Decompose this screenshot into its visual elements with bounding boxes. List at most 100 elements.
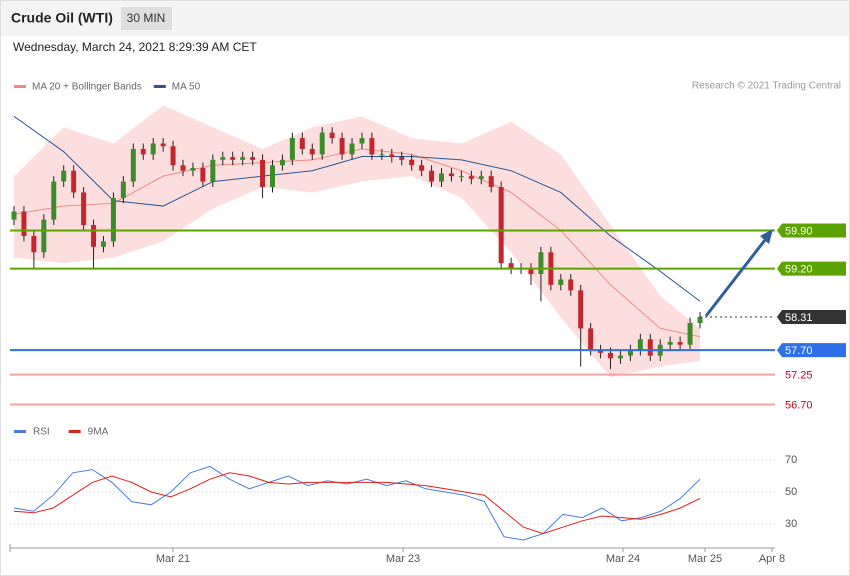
- candle-body: [617, 355, 623, 359]
- arrow: [704, 239, 767, 317]
- candle-body: [71, 170, 77, 193]
- candle-body: [180, 165, 186, 171]
- legend-label: MA 20 + Bollinger Bands: [32, 82, 142, 93]
- candle-body: [269, 165, 275, 188]
- candle-body: [647, 339, 653, 356]
- level-label: 57.70: [785, 345, 813, 357]
- candle-body: [478, 176, 484, 179]
- candle-body: [379, 154, 385, 156]
- candle-body: [458, 176, 464, 178]
- indicator-line: [13, 472, 701, 535]
- candle-body: [637, 339, 643, 351]
- candle-body: [429, 170, 435, 182]
- candle-body: [250, 157, 256, 160]
- level-label: 58.31: [785, 312, 813, 324]
- x-tick-label: Mar 23: [386, 553, 420, 565]
- candle-body: [568, 279, 574, 291]
- candle-body: [538, 252, 544, 275]
- timestamp: Wednesday, March 24, 2021 8:29:39 AM CET: [13, 40, 257, 54]
- y-tick-label: 30: [785, 518, 797, 530]
- legend-swatch: [14, 85, 26, 88]
- legend-label: RSI: [33, 427, 50, 438]
- candle-body: [309, 148, 315, 155]
- candle-body: [289, 138, 295, 160]
- plot: MA 20 + Bollinger Bands MA 50 59.90 59.20 58…: [9, 82, 846, 565]
- legend-label: MA 50: [172, 82, 201, 93]
- legend-swatch: [68, 430, 81, 433]
- candle-body: [120, 181, 126, 198]
- candle-body: [558, 279, 564, 285]
- legend-label: 9MA: [88, 427, 109, 438]
- candle-body: [31, 235, 37, 253]
- candle-body: [409, 159, 415, 166]
- indicator-line: [13, 465, 701, 541]
- candle-body: [498, 187, 504, 264]
- candle-body: [130, 148, 136, 182]
- candle-body: [528, 268, 534, 275]
- candle-body: [399, 157, 405, 160]
- timeframe: 30 MIN: [127, 11, 166, 25]
- candle-body: [349, 143, 355, 155]
- candle-body: [339, 138, 345, 155]
- timeframe-box: [121, 7, 172, 30]
- level-label: 56.70: [785, 399, 813, 411]
- credit: Research © 2021 Trading Central: [692, 81, 841, 92]
- candle-body: [150, 143, 156, 155]
- candle-body: [279, 159, 285, 166]
- candle-body: [140, 148, 146, 155]
- level-label: 59.20: [785, 264, 813, 276]
- candle-body: [240, 157, 246, 160]
- candle-body: [359, 138, 365, 144]
- candle-body: [419, 165, 425, 171]
- candle-body: [667, 342, 673, 345]
- candle-body: [11, 211, 17, 220]
- x-tick-label: Mar 24: [606, 553, 640, 565]
- title: Crude Oil (WTI): [11, 10, 113, 26]
- candle-body: [627, 350, 633, 356]
- candle-body: [21, 211, 27, 236]
- y-tick-label: 50: [785, 486, 797, 498]
- candle-body: [578, 290, 584, 329]
- candle-body: [100, 241, 106, 247]
- candle-body: [110, 197, 116, 242]
- candle-body: [61, 170, 67, 182]
- candle-body: [608, 352, 614, 359]
- x-tick-label: Mar 25: [688, 553, 722, 565]
- candle-body: [677, 342, 683, 345]
- candle-body: [588, 328, 594, 351]
- candle-body: [389, 154, 395, 158]
- x-tick-label: Apr 8: [759, 553, 785, 565]
- level-label-box: [777, 310, 846, 324]
- level-label-box: [777, 343, 846, 358]
- candle-body: [598, 350, 604, 353]
- level-label: 59.90: [785, 225, 813, 237]
- candle-body: [508, 263, 514, 269]
- candle-body: [170, 146, 176, 166]
- candle-body: [299, 138, 305, 149]
- candle-body: [687, 322, 693, 345]
- candle-body: [160, 143, 166, 147]
- candle-body: [200, 167, 206, 182]
- candle-body: [439, 173, 445, 182]
- candle-body: [81, 192, 87, 226]
- bollinger-band: [14, 105, 700, 378]
- candle-body: [210, 159, 216, 182]
- candle-body: [41, 219, 47, 253]
- candle-body: [697, 317, 703, 323]
- legend-swatch: [14, 430, 26, 433]
- candle-body: [369, 138, 375, 155]
- level-label-box: [777, 223, 846, 238]
- moving-average: [13, 115, 701, 302]
- candle-body: [190, 167, 196, 171]
- candle-body: [468, 176, 474, 179]
- candle-body: [488, 176, 494, 188]
- candle-body: [220, 157, 226, 160]
- x-tick-label: Mar 21: [156, 553, 190, 565]
- level-label: 57.25: [785, 370, 813, 382]
- candle-body: [91, 225, 97, 247]
- candle-body: [51, 181, 57, 220]
- candle-body: [260, 159, 266, 188]
